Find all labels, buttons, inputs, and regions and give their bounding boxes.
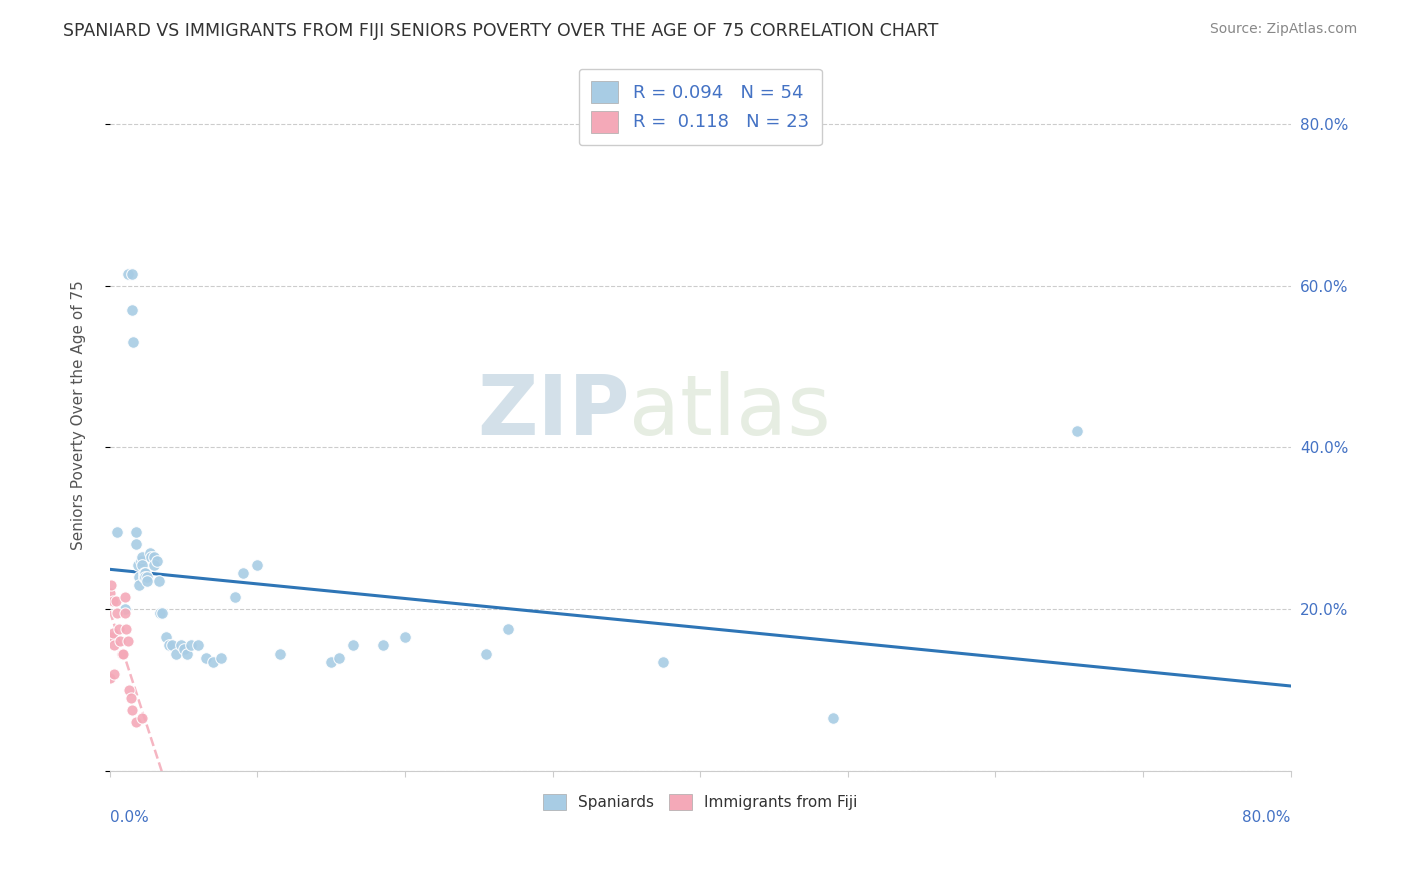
Point	[232, 566, 254, 580]
Point	[105, 525, 128, 540]
Point	[157, 639, 180, 653]
Point	[131, 711, 153, 725]
Point	[128, 570, 150, 584]
Point	[165, 647, 187, 661]
Point	[246, 558, 269, 572]
Point	[101, 594, 124, 608]
Point	[100, 631, 122, 645]
Point	[269, 647, 291, 661]
Point	[134, 566, 156, 580]
Point	[100, 578, 122, 592]
Point	[129, 553, 152, 567]
Point	[125, 715, 148, 730]
Point	[342, 639, 364, 653]
Point	[146, 553, 169, 567]
Point	[131, 549, 153, 564]
Point	[98, 586, 121, 600]
Point	[103, 639, 125, 653]
Point	[180, 639, 202, 653]
Text: Source: ZipAtlas.com: Source: ZipAtlas.com	[1209, 22, 1357, 37]
Point	[115, 622, 138, 636]
Point	[135, 574, 157, 588]
Point	[823, 711, 845, 725]
Point	[475, 647, 498, 661]
Point	[114, 590, 136, 604]
Point	[127, 558, 149, 572]
Point	[132, 570, 155, 584]
Point	[121, 703, 143, 717]
Point	[104, 594, 127, 608]
Point	[105, 606, 128, 620]
Point	[135, 570, 157, 584]
Text: SPANIARD VS IMMIGRANTS FROM FIJI SENIORS POVERTY OVER THE AGE OF 75 CORRELATION : SPANIARD VS IMMIGRANTS FROM FIJI SENIORS…	[63, 22, 939, 40]
Point	[114, 602, 136, 616]
Text: 0.0%: 0.0%	[110, 810, 149, 825]
Point	[112, 647, 135, 661]
Point	[1066, 425, 1088, 439]
Point	[107, 622, 129, 636]
Point	[173, 642, 195, 657]
Point	[176, 647, 198, 661]
Point	[117, 267, 139, 281]
Point	[321, 655, 343, 669]
Point	[224, 590, 246, 604]
Point	[132, 566, 155, 580]
Point	[150, 606, 173, 620]
Point	[101, 626, 124, 640]
Point	[138, 545, 160, 559]
Text: atlas: atlas	[630, 371, 831, 452]
Text: 80.0%: 80.0%	[1243, 810, 1291, 825]
Point	[187, 639, 209, 653]
Point	[371, 639, 394, 653]
Point	[117, 634, 139, 648]
Y-axis label: Seniors Poverty Over the Age of 75: Seniors Poverty Over the Age of 75	[72, 280, 86, 550]
Point	[141, 549, 163, 564]
Point	[121, 303, 143, 318]
Point	[194, 650, 217, 665]
Point	[122, 335, 145, 350]
Point	[143, 549, 166, 564]
Point	[118, 682, 141, 697]
Legend: Spaniards, Immigrants from Fiji: Spaniards, Immigrants from Fiji	[537, 789, 863, 816]
Point	[108, 634, 131, 648]
Point	[148, 574, 170, 588]
Point	[125, 525, 148, 540]
Point	[103, 666, 125, 681]
Point	[209, 650, 232, 665]
Point	[111, 647, 134, 661]
Point	[498, 622, 520, 636]
Point	[394, 631, 416, 645]
Point	[160, 639, 183, 653]
Point	[202, 655, 225, 669]
Point	[170, 639, 193, 653]
Point	[155, 631, 177, 645]
Point	[125, 537, 148, 551]
Text: ZIP: ZIP	[477, 371, 630, 452]
Point	[134, 570, 156, 584]
Point	[128, 578, 150, 592]
Point	[98, 671, 121, 685]
Point	[131, 558, 153, 572]
Point	[120, 690, 142, 705]
Point	[143, 558, 166, 572]
Point	[149, 606, 172, 620]
Point	[652, 655, 675, 669]
Point	[328, 650, 350, 665]
Point	[114, 606, 136, 620]
Point	[121, 267, 143, 281]
